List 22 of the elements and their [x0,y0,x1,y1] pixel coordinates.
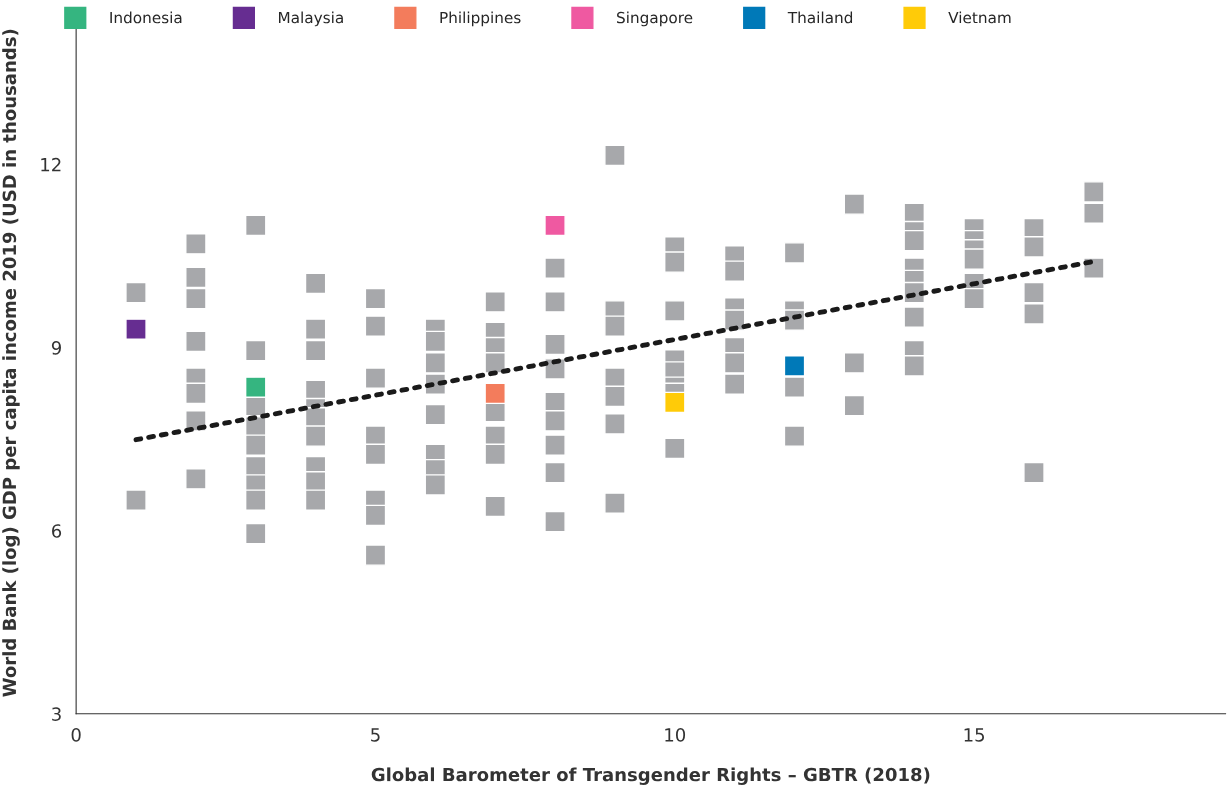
x-tick-label: 0 [71,728,81,742]
point [783,355,806,377]
x-tick-label: 5 [371,728,380,742]
y-axis-title: World Bank (log) GDP per capita income 2019 (USD in thousands) [2,29,20,697]
point [664,391,686,414]
point [125,318,147,340]
y-tick-label: 12 [41,157,61,172]
x-tick-label: 15 [964,728,985,742]
legend-label: Indonesia [110,11,182,24]
x-axis-title: Global Barometer of Transgender Rights – GBTR (2018) [371,767,930,786]
legend-label: Thailand [787,11,853,24]
point [544,214,566,237]
legend-label: Philippines [440,11,521,27]
y-tick-label: 9 [51,341,61,355]
point [244,376,267,398]
legend-label: Vietnam [948,11,1011,24]
point [484,382,506,405]
y-tick-label: 6 [52,524,62,538]
legend-label: Malaysia [278,11,343,27]
y-tick-label: 3 [52,707,61,721]
x-tick-label: 10 [665,728,686,742]
legend-label: Singapore [617,11,693,27]
